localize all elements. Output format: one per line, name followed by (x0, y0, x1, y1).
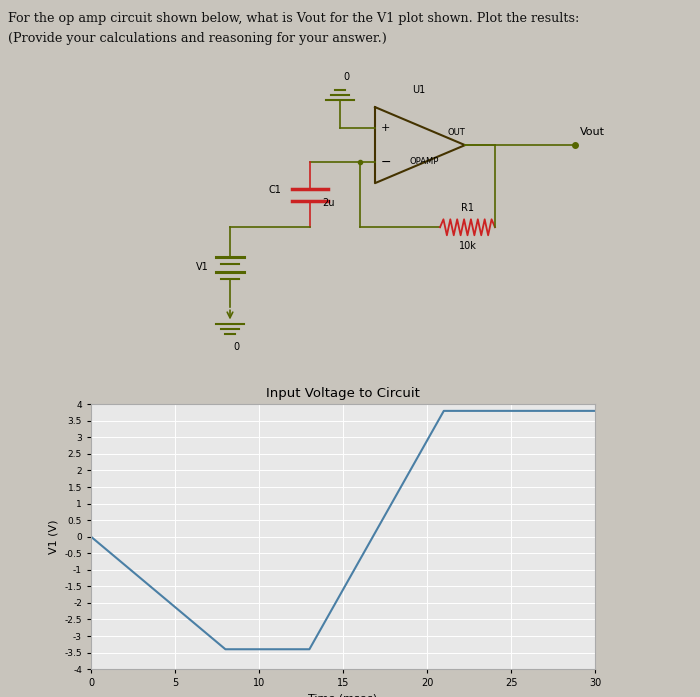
Text: 10k: 10k (458, 241, 477, 252)
Text: 2u: 2u (322, 198, 335, 208)
Text: +: + (381, 123, 391, 133)
Text: 0: 0 (233, 342, 239, 353)
Text: R1: R1 (461, 204, 474, 213)
Text: C1: C1 (269, 185, 281, 194)
Text: OUT: OUT (447, 128, 465, 137)
Text: U1: U1 (412, 85, 426, 95)
Title: Input Voltage to Circuit: Input Voltage to Circuit (266, 388, 420, 400)
Text: V1: V1 (195, 262, 209, 273)
Y-axis label: V1 (V): V1 (V) (49, 519, 59, 554)
Text: 0: 0 (343, 72, 349, 82)
Text: −: − (381, 155, 391, 169)
Text: Vout: Vout (580, 127, 605, 137)
Text: (Provide your calculations and reasoning for your answer.): (Provide your calculations and reasoning… (8, 32, 387, 45)
Text: For the op amp circuit shown below, what is Vout for the V1 plot shown. Plot the: For the op amp circuit shown below, what… (8, 12, 580, 25)
X-axis label: Time (msec): Time (msec) (309, 694, 377, 697)
Text: OPAMP: OPAMP (410, 157, 440, 166)
